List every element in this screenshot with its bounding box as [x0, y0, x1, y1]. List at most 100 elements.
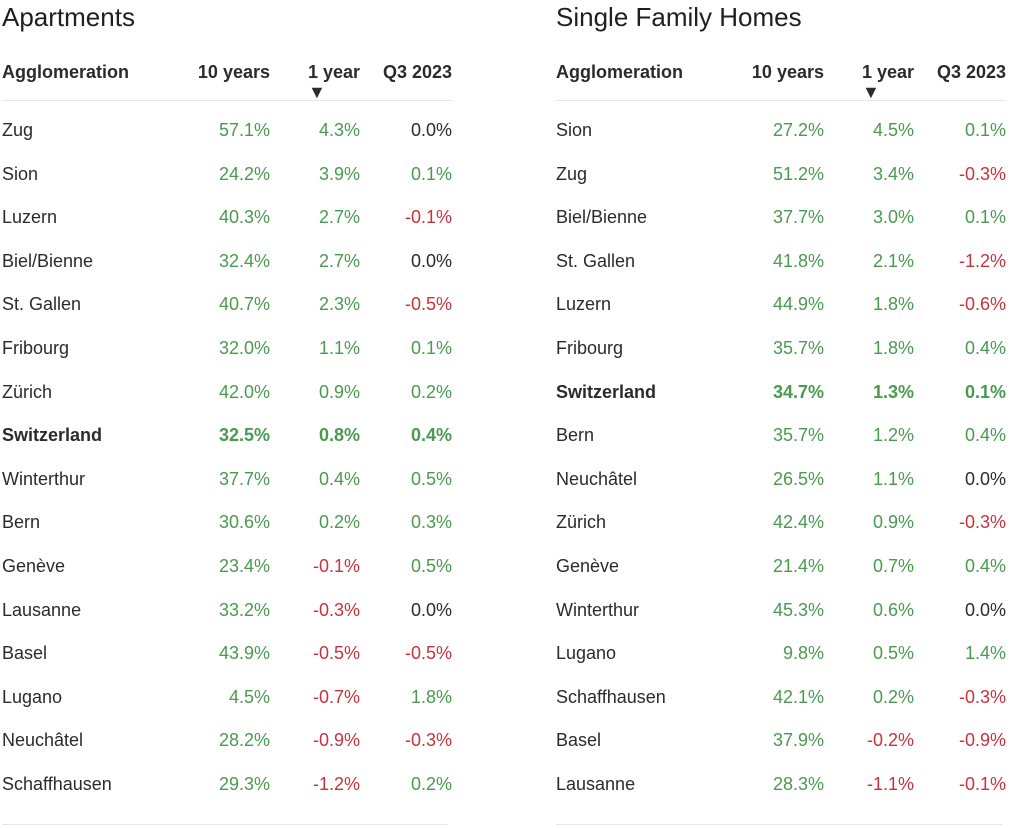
table-body: Zug 57.1% 4.3% 0.0% Sion 24.2% 3.9% 0.1% Luzern 4…	[2, 109, 452, 807]
cell-1-year: 0.9%	[872, 512, 914, 533]
table-row: Fribourg 35.7% 1.8% 0.4%	[556, 327, 1006, 371]
column-header-agglomeration[interactable]: Agglomeration	[2, 62, 130, 82]
table-body: Sion 27.2% 4.5% 0.1% Zug 51.2% 3.4% -0.3% Biel/B…	[556, 109, 1006, 807]
single-family-homes-panel: Single Family Homes Agglomeration 10 yea…	[556, 0, 1006, 807]
table-row: Schaffhausen 42.1% 0.2% -0.3%	[556, 676, 1006, 720]
cell-q3-2023: 1.4%	[964, 643, 1006, 664]
table-row: St. Gallen 40.7% 2.3% -0.5%	[2, 283, 452, 327]
cell-10-years: 37.7%	[772, 207, 824, 228]
cell-10-years: 51.2%	[772, 163, 824, 184]
column-header-10-years[interactable]: 10 years	[197, 62, 270, 82]
divider	[2, 824, 448, 825]
column-header-1-year-label: 1 year	[307, 62, 360, 82]
table-row: Zug 57.1% 4.3% 0.0%	[2, 109, 452, 153]
cell-10-years: 35.7%	[772, 337, 824, 358]
column-header-q3-2023[interactable]: Q3 2023	[382, 62, 452, 82]
cell-1-year: 0.7%	[872, 555, 914, 576]
cell-q3-2023: 0.0%	[964, 468, 1006, 489]
table-row: Lugano 4.5% -0.7% 1.8%	[2, 676, 452, 720]
cell-10-years: 42.0%	[218, 381, 270, 402]
cell-q3-2023: -0.1%	[958, 773, 1006, 794]
cell-10-years: 30.6%	[218, 512, 270, 533]
cell-1-year: -0.1%	[312, 555, 360, 576]
cell-q3-2023: 0.3%	[410, 512, 452, 533]
cell-q3-2023: -0.3%	[958, 686, 1006, 707]
cell-10-years: 43.9%	[218, 643, 270, 664]
table-row: Genève 21.4% 0.7% 0.4%	[556, 545, 1006, 589]
column-header-q3-2023[interactable]: Q3 2023	[936, 62, 1006, 82]
cell-10-years: 32.5%	[218, 425, 270, 446]
cell-10-years: 40.7%	[218, 294, 270, 315]
cell-q3-2023: 0.1%	[410, 163, 452, 184]
cell-10-years: 57.1%	[218, 120, 270, 140]
table-row: Switzerland 32.5% 0.8% 0.4%	[2, 414, 452, 458]
cell-q3-2023: -0.6%	[958, 294, 1006, 315]
cell-q3-2023: -0.3%	[958, 512, 1006, 533]
cell-q3-2023: 0.1%	[964, 381, 1006, 402]
column-header-1-year[interactable]: ▼ 1 year	[862, 62, 914, 102]
cell-q3-2023: 0.4%	[964, 555, 1006, 576]
cell-q3-2023: 0.0%	[964, 599, 1006, 620]
table-row: Zürich 42.0% 0.9% 0.2%	[2, 371, 452, 415]
cell-agglomeration: Lausanne	[556, 773, 636, 794]
cell-1-year: 1.8%	[872, 337, 914, 358]
cell-10-years: 32.0%	[218, 337, 270, 358]
table-row: Biel/Bienne 32.4% 2.7% 0.0%	[2, 240, 452, 284]
cell-10-years: 44.9%	[772, 294, 824, 315]
cell-10-years: 33.2%	[218, 599, 270, 620]
cell-1-year: -0.3%	[312, 599, 360, 620]
column-header-1-year[interactable]: ▼ 1 year	[307, 62, 360, 102]
table-row: Zürich 42.4% 0.9% -0.3%	[556, 501, 1006, 545]
cell-agglomeration: Zürich	[2, 381, 53, 402]
cell-1-year: 3.9%	[318, 163, 360, 184]
cell-q3-2023: 0.4%	[964, 425, 1006, 446]
table-row: Lausanne 33.2% -0.3% 0.0%	[2, 589, 452, 633]
cell-q3-2023: 0.1%	[410, 337, 452, 358]
cell-agglomeration: Fribourg	[2, 337, 70, 358]
panel-title: Single Family Homes	[556, 2, 802, 32]
table-row: Bern 35.7% 1.2% 0.4%	[556, 414, 1006, 458]
cell-q3-2023: 0.0%	[410, 250, 452, 271]
cell-1-year: 2.1%	[872, 250, 914, 271]
table-row: Sion 27.2% 4.5% 0.1%	[556, 109, 1006, 153]
cell-q3-2023: -0.3%	[404, 730, 452, 751]
cell-10-years: 21.4%	[772, 555, 824, 576]
cell-agglomeration: Neuchâtel	[556, 468, 638, 489]
cell-10-years: 24.2%	[218, 163, 270, 184]
cell-1-year: 4.5%	[872, 120, 914, 140]
table-header: Agglomeration 10 years ▼ 1 year Q3 2023	[556, 42, 1006, 102]
cell-10-years: 27.2%	[772, 120, 824, 140]
cell-agglomeration: Switzerland	[2, 425, 103, 446]
cell-1-year: -0.2%	[866, 730, 914, 751]
cell-q3-2023: 0.5%	[410, 468, 452, 489]
cell-10-years: 9.8%	[782, 643, 824, 664]
cell-1-year: 4.3%	[318, 120, 360, 140]
table-row: Basel 37.9% -0.2% -0.9%	[556, 719, 1006, 763]
cell-agglomeration: Basel	[556, 730, 602, 751]
cell-agglomeration: Biel/Bienne	[556, 207, 648, 228]
cell-10-years: 37.9%	[772, 730, 824, 751]
cell-agglomeration: Sion	[2, 163, 39, 184]
divider	[556, 824, 1002, 825]
table-row: Basel 43.9% -0.5% -0.5%	[2, 632, 452, 676]
cell-q3-2023: -0.5%	[404, 643, 452, 664]
column-header-agglomeration[interactable]: Agglomeration	[556, 62, 684, 82]
cell-agglomeration: Fribourg	[556, 337, 624, 358]
cell-q3-2023: 0.4%	[964, 337, 1006, 358]
cell-q3-2023: 0.4%	[410, 425, 452, 446]
cell-1-year: 2.7%	[318, 207, 360, 228]
column-header-10-years[interactable]: 10 years	[751, 62, 824, 82]
cell-agglomeration: Bern	[556, 425, 595, 446]
cell-q3-2023: -0.9%	[958, 730, 1006, 751]
cell-q3-2023: 0.0%	[410, 599, 452, 620]
cell-q3-2023: -0.5%	[404, 294, 452, 315]
cell-q3-2023: 0.2%	[410, 381, 452, 402]
cell-10-years: 34.7%	[772, 381, 824, 402]
cell-1-year: 1.2%	[872, 425, 914, 446]
triangle-down-icon: ▼	[861, 82, 880, 102]
cell-10-years: 32.4%	[218, 250, 270, 271]
cell-10-years: 45.3%	[772, 599, 824, 620]
cell-10-years: 29.3%	[218, 773, 270, 794]
table-row: Lugano 9.8% 0.5% 1.4%	[556, 632, 1006, 676]
panel-title: Apartments	[2, 2, 135, 32]
